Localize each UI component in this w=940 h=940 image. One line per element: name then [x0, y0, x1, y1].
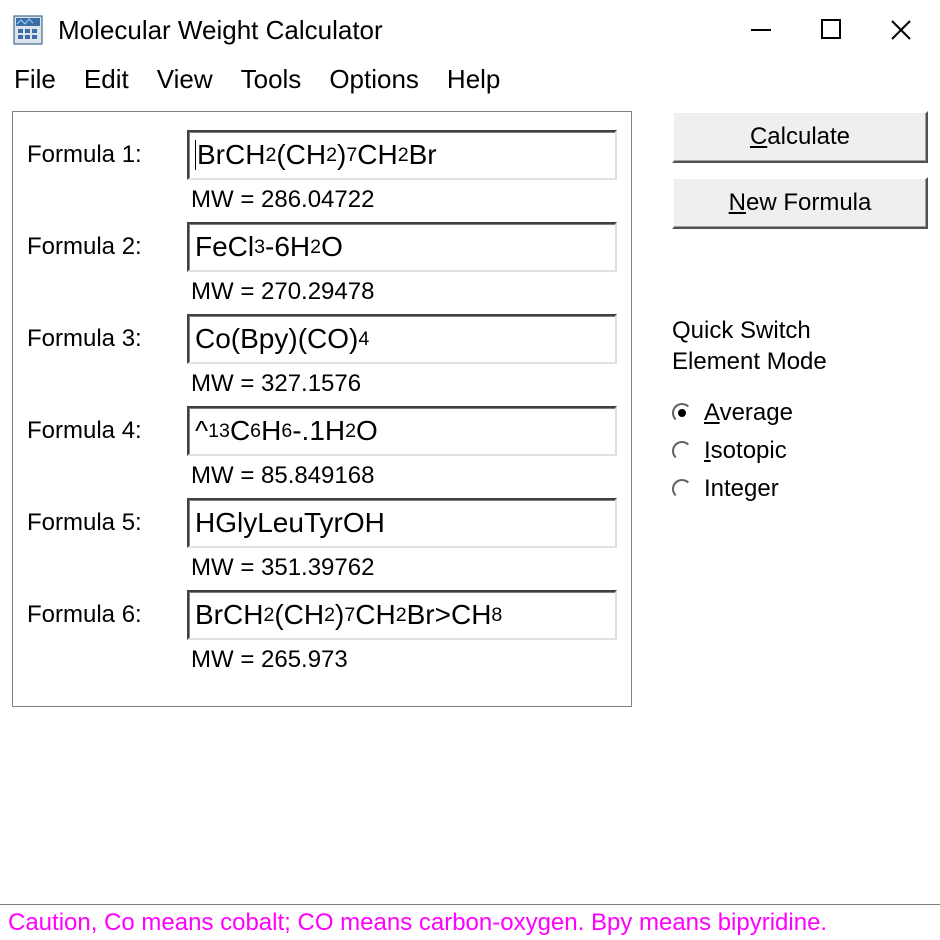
button-label: New Formula [729, 189, 872, 217]
calculate-button[interactable]: Calculate [672, 111, 928, 163]
formula-label: Formula 1: [27, 141, 187, 169]
formula-input-1[interactable]: BrCH2(CH2)7CH2Br [187, 130, 617, 180]
radio-label: Integer [704, 475, 779, 503]
formula-input-5[interactable]: HGlyLeuTyrOH [187, 498, 617, 548]
minimize-button[interactable] [726, 5, 796, 55]
radio-option[interactable]: Integer [672, 475, 928, 503]
formula-row: Formula 5:HGlyLeuTyrOH [27, 498, 617, 548]
quickswitch-heading: Quick Switch Element Mode [672, 315, 928, 377]
formula-row: Formula 6:BrCH2(CH2)7CH2Br>CH8 [27, 590, 617, 640]
status-text: Caution, Co means cobalt; CO means carbo… [8, 909, 827, 936]
formula-result: MW = 286.04722 [191, 186, 617, 214]
menubar: File Edit View Tools Options Help [0, 60, 940, 111]
status-bar: Caution, Co means cobalt; CO means carbo… [0, 904, 940, 940]
radio-label: Isotopic [704, 437, 787, 465]
app-icon [12, 14, 44, 46]
menu-edit[interactable]: Edit [84, 64, 129, 95]
maximize-button[interactable] [796, 5, 866, 55]
formula-result: MW = 351.39762 [191, 554, 617, 582]
window-title: Molecular Weight Calculator [58, 15, 726, 46]
formula-input-3[interactable]: Co(Bpy)(CO)4 [187, 314, 617, 364]
formula-label: Formula 5: [27, 509, 187, 537]
formula-label: Formula 6: [27, 601, 187, 629]
radio-icon [672, 403, 692, 423]
menu-view[interactable]: View [157, 64, 213, 95]
menu-help[interactable]: Help [447, 64, 500, 95]
formula-row: Formula 1:BrCH2(CH2)7CH2Br [27, 130, 617, 180]
close-button[interactable] [866, 5, 936, 55]
new-formula-button[interactable]: New Formula [672, 177, 928, 229]
formula-row: Formula 3:Co(Bpy)(CO)4 [27, 314, 617, 364]
radio-label: Average [704, 399, 793, 427]
formula-input-6[interactable]: BrCH2(CH2)7CH2Br>CH8 [187, 590, 617, 640]
formula-groupbox: Formula 1:BrCH2(CH2)7CH2Br MW = 286.04722… [12, 111, 632, 707]
radio-option[interactable]: Average [672, 399, 928, 427]
titlebar: Molecular Weight Calculator [0, 0, 940, 60]
button-label: Calculate [750, 123, 850, 151]
side-panel: Calculate New Formula Quick Switch Eleme… [672, 111, 928, 513]
radio-icon [672, 479, 692, 499]
formula-result: MW = 265.973 [191, 646, 617, 674]
radio-icon [672, 441, 692, 461]
menu-options[interactable]: Options [329, 64, 419, 95]
formula-result: MW = 327.1576 [191, 370, 617, 398]
menu-file[interactable]: File [14, 64, 56, 95]
formula-row: Formula 4:^13C6H6-.1H2O [27, 406, 617, 456]
formula-label: Formula 4: [27, 417, 187, 445]
formula-label: Formula 2: [27, 233, 187, 261]
formula-result: MW = 85.849168 [191, 462, 617, 490]
menu-tools[interactable]: Tools [241, 64, 302, 95]
formula-result: MW = 270.29478 [191, 278, 617, 306]
formula-label: Formula 3: [27, 325, 187, 353]
radio-option[interactable]: Isotopic [672, 437, 928, 465]
formula-row: Formula 2:FeCl3-6H2O [27, 222, 617, 272]
formula-input-4[interactable]: ^13C6H6-.1H2O [187, 406, 617, 456]
formula-input-2[interactable]: FeCl3-6H2O [187, 222, 617, 272]
